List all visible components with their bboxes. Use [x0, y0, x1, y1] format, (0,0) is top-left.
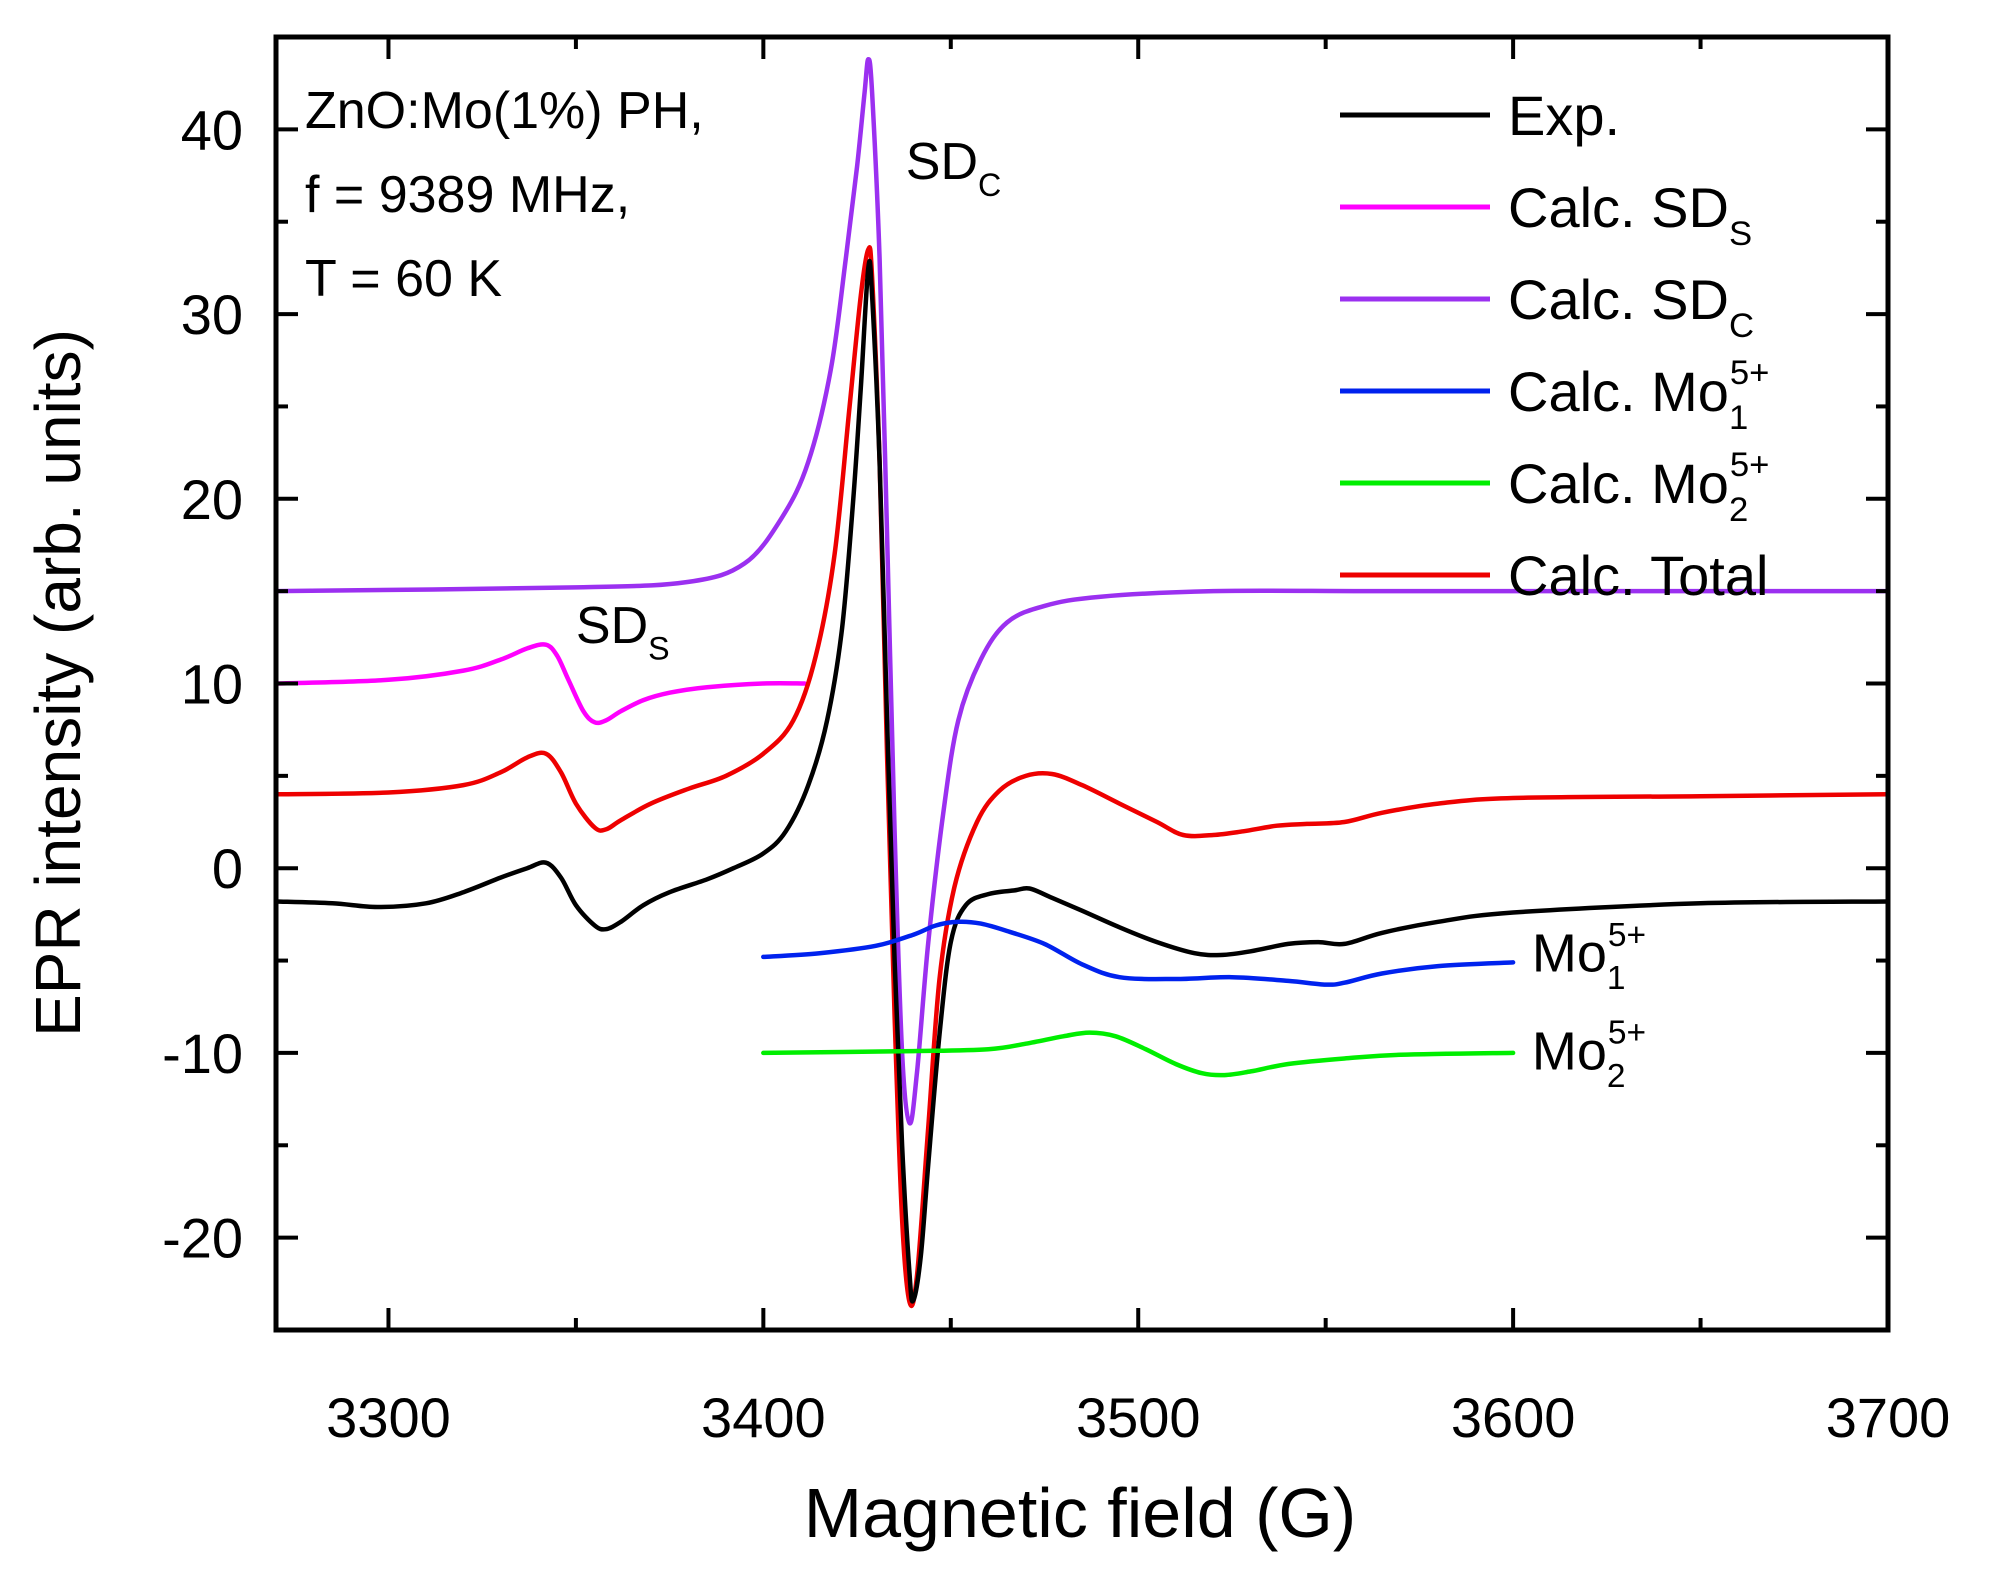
y-tick-label: 10	[181, 653, 243, 716]
legend-label-mo2: Calc. Mo25+	[1508, 446, 1769, 529]
annotation-layer: SDC SDS Mo15+ Mo25+	[576, 133, 1646, 1095]
x-tick-label: 3700	[1826, 1386, 1951, 1449]
y-tick-label: -10	[162, 1022, 243, 1085]
series-layer	[276, 56, 1888, 1309]
y-tick-label: 30	[181, 283, 243, 346]
legend-label-total: Calc. Total	[1508, 544, 1768, 607]
series-line-sdc	[276, 56, 1888, 1126]
y-tick-label: 0	[212, 837, 243, 900]
legend-label-mo1: Calc. Mo15+	[1508, 354, 1769, 437]
x-tick-label: 3500	[1076, 1386, 1201, 1449]
y-tick-label: 20	[181, 468, 243, 531]
curve-annotation-mo1: Mo15+	[1532, 917, 1646, 997]
x-tick-label: 3400	[701, 1386, 826, 1449]
curve-annotation-sdc: SDC	[906, 133, 1002, 203]
legend-label-sds: Calc. SDS	[1508, 176, 1752, 253]
series-line-sds	[276, 642, 807, 726]
x-tick-label: 3300	[326, 1386, 451, 1449]
tick-layer: 3300 3400 3500 3600 3700 -20 -10 0 10 20 30 40	[162, 35, 1951, 1449]
series-line-mo1	[761, 919, 1516, 987]
x-tick-label: 3600	[1451, 1386, 1576, 1449]
series-line-exp	[276, 258, 1888, 1304]
sample-info: ZnO:Mo(1%) PH, f = 9389 MHz, T = 60 K	[305, 82, 704, 308]
y-axis-label: EPR intensity (arb. units)	[22, 329, 94, 1037]
sample-info-line-2: f = 9389 MHz,	[305, 166, 630, 224]
series-line-mo2	[761, 1030, 1516, 1078]
x-axis-label: Magnetic field (G)	[804, 1474, 1356, 1552]
sample-info-line-3: T = 60 K	[305, 250, 502, 308]
curve-annotation-mo2: Mo25+	[1532, 1015, 1646, 1095]
sample-info-line-1: ZnO:Mo(1%) PH,	[305, 82, 704, 140]
legend-label-sdc: Calc. SDC	[1508, 268, 1754, 345]
legend: Exp. Calc. SDS Calc. SDC Calc. Mo15+ Calc. M…	[1340, 84, 1769, 607]
legend-label-exp: Exp.	[1508, 84, 1620, 147]
y-tick-label: -20	[162, 1207, 243, 1270]
y-tick-label: 40	[181, 98, 243, 161]
curve-annotation-sds: SDS	[576, 597, 670, 667]
